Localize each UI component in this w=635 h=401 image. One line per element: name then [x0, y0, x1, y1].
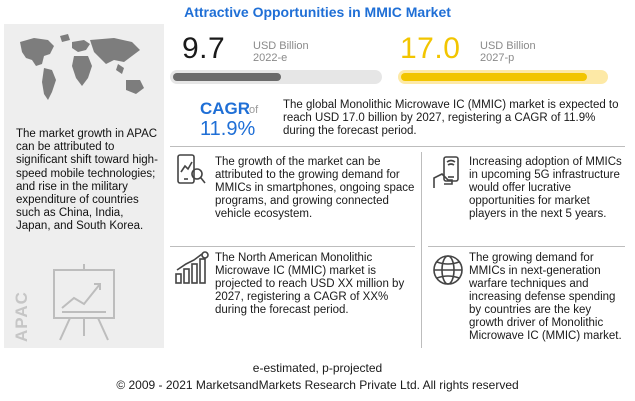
divider-right-mid — [428, 246, 625, 247]
year-2022: 2022-e — [253, 52, 288, 64]
divider-left-mid — [170, 246, 415, 247]
copyright: © 2009 - 2021 MarketsandMarkets Research… — [116, 378, 519, 392]
card-defense-text: The growing demand for MMICs in next-gen… — [469, 252, 622, 342]
card-smartphones-text: The growth of the market can be attribut… — [215, 156, 415, 220]
market-bar-2022 — [170, 70, 382, 84]
unit-2022: USD Billion — [253, 40, 309, 52]
apac-vertical-label: APAC — [12, 291, 31, 342]
market-bar-2027 — [398, 70, 608, 84]
unit-2027: USD Billion — [480, 40, 536, 52]
globe-network-icon — [433, 255, 463, 285]
apac-panel: The market growth in APAC can be attribu… — [4, 24, 164, 348]
divider-top — [170, 146, 625, 147]
infographic-title: Attractive Opportunities in MMIC Market — [184, 4, 451, 20]
market-bar-2027-fill — [401, 73, 587, 81]
divider-vertical — [421, 152, 422, 348]
market-bar-2022-fill — [173, 73, 281, 81]
year-2027: 2027-p — [480, 52, 515, 64]
market-value-2027: 17.0 — [400, 32, 461, 65]
hand-phone-icon — [433, 156, 459, 188]
card-5g-text: Increasing adoption of MMICs in upcoming… — [469, 156, 622, 220]
cagr-of: of — [249, 104, 259, 116]
cagr-value: 11.9% — [200, 118, 256, 140]
smartphone-analytics-icon — [177, 154, 206, 184]
growth-chart-dollar-icon — [175, 251, 209, 284]
apac-description: The market growth in APAC can be attribu… — [16, 128, 158, 233]
world-map-icon — [20, 34, 144, 100]
card-north-america-text: The North American Monolithic Microwave … — [215, 252, 405, 316]
footnote: e-estimated, p-projected — [252, 361, 383, 375]
market-value-2022: 9.7 — [182, 32, 226, 65]
cagr-description: The global Monolithic Microwave IC (MMIC… — [283, 99, 619, 137]
presentation-board-icon — [53, 264, 115, 341]
cagr-label: CAGR — [200, 99, 251, 118]
